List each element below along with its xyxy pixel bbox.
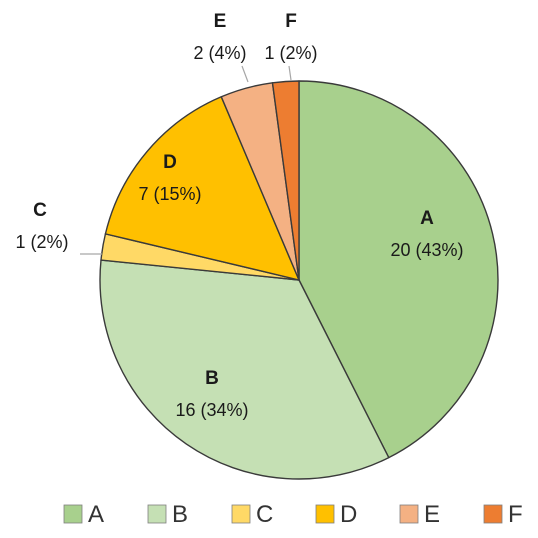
data-labels: A 20 (43%) B 16 (34%) C 1 (2%) D 7 (15%) E 2 (4%)… bbox=[15, 11, 463, 420]
legend-swatch-e bbox=[399, 504, 419, 524]
slice-value-label-e: 2 (4%) bbox=[193, 43, 246, 63]
legend-swatch-f bbox=[483, 504, 503, 524]
slice-name-label-e: E bbox=[214, 11, 227, 32]
slice-value-label-d: 7 (15%) bbox=[138, 184, 201, 204]
leader-line-f bbox=[288, 65, 292, 81]
leader-lines bbox=[80, 65, 292, 255]
legend-swatch-b bbox=[147, 504, 167, 524]
legend-label-f: F bbox=[508, 501, 523, 528]
slice-value-label-b: 16 (34%) bbox=[175, 400, 248, 420]
legend: A B C D E F bbox=[63, 501, 523, 528]
legend-swatch-d bbox=[315, 504, 335, 524]
pie-slices bbox=[99, 80, 499, 480]
legend-label-c: C bbox=[256, 501, 273, 528]
slice-d bbox=[104, 96, 300, 281]
slice-name-label-b: B bbox=[205, 368, 219, 389]
slice-name-label-c: C bbox=[33, 200, 47, 221]
slice-a bbox=[298, 80, 499, 459]
slice-name-label-f: F bbox=[285, 11, 297, 32]
legend-label-a: A bbox=[88, 501, 104, 528]
legend-swatch-a bbox=[63, 504, 83, 524]
slice-name-label-a: A bbox=[420, 208, 434, 229]
legend-label-b: B bbox=[172, 501, 188, 528]
slice-value-label-c: 1 (2%) bbox=[15, 232, 68, 252]
legend-swatch-c bbox=[231, 504, 251, 524]
legend-label-e: E bbox=[424, 501, 440, 528]
legend-label-d: D bbox=[340, 501, 357, 528]
leader-line-e bbox=[241, 65, 249, 83]
slice-name-label-d: D bbox=[163, 152, 177, 173]
slice-f bbox=[271, 80, 300, 281]
slice-value-label-f: 1 (2%) bbox=[264, 43, 317, 63]
slice-b bbox=[99, 259, 390, 480]
slice-value-label-a: 20 (43%) bbox=[390, 240, 463, 260]
